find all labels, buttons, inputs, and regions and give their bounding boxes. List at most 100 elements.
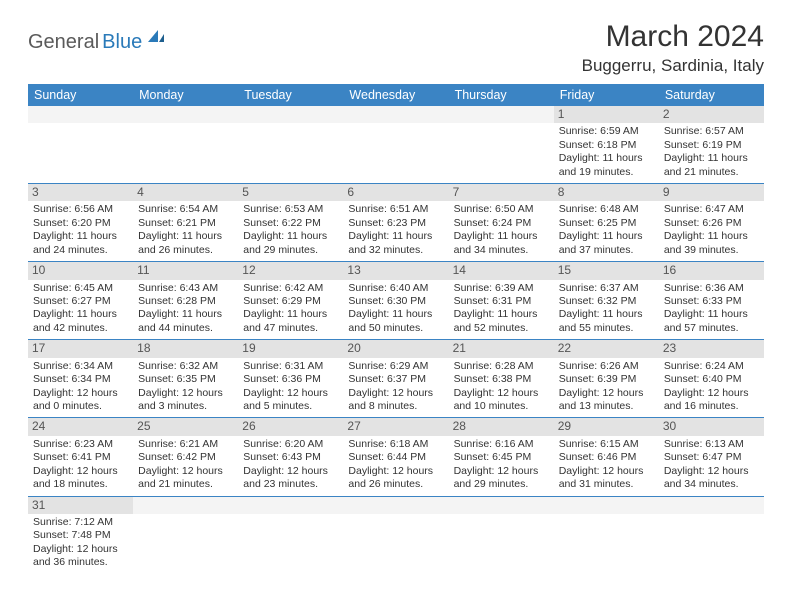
- daylight2-text: and 16 minutes.: [664, 400, 759, 413]
- calendar-cell: 4Sunrise: 6:54 AMSunset: 6:21 PMDaylight…: [133, 184, 238, 262]
- day-number: 15: [554, 262, 659, 279]
- sunset-text: Sunset: 6:37 PM: [348, 373, 443, 386]
- sunset-text: Sunset: 6:44 PM: [348, 451, 443, 464]
- daylight2-text: and 18 minutes.: [33, 478, 128, 491]
- weekday-header: Monday: [133, 84, 238, 106]
- daylight2-text: and 0 minutes.: [33, 400, 128, 413]
- sunrise-text: Sunrise: 6:59 AM: [559, 125, 654, 138]
- calendar-cell: 3Sunrise: 6:56 AMSunset: 6:20 PMDaylight…: [28, 184, 133, 262]
- daylight2-text: and 36 minutes.: [33, 556, 128, 569]
- daylight1-text: Daylight: 11 hours: [454, 308, 549, 321]
- daylight2-text: and 42 minutes.: [33, 322, 128, 335]
- daylight1-text: Daylight: 12 hours: [33, 465, 128, 478]
- day-number: 13: [343, 262, 448, 279]
- calendar-cell: 17Sunrise: 6:34 AMSunset: 6:34 PMDayligh…: [28, 340, 133, 418]
- daylight2-text: and 5 minutes.: [243, 400, 338, 413]
- calendar-cell: 5Sunrise: 6:53 AMSunset: 6:22 PMDaylight…: [238, 184, 343, 262]
- sunrise-text: Sunrise: 6:39 AM: [454, 282, 549, 295]
- logo-text-general: General: [28, 31, 99, 54]
- sunrise-text: Sunrise: 6:57 AM: [664, 125, 759, 138]
- daylight1-text: Daylight: 12 hours: [454, 465, 549, 478]
- sunset-text: Sunset: 6:36 PM: [243, 373, 338, 386]
- daylight1-text: Daylight: 12 hours: [664, 387, 759, 400]
- daylight2-text: and 44 minutes.: [138, 322, 233, 335]
- calendar-cell: [238, 496, 343, 574]
- day-number: 20: [343, 340, 448, 357]
- sunrise-text: Sunrise: 6:47 AM: [664, 203, 759, 216]
- daylight1-text: Daylight: 11 hours: [243, 308, 338, 321]
- calendar-cell: 25Sunrise: 6:21 AMSunset: 6:42 PMDayligh…: [133, 418, 238, 496]
- calendar-cell: 1Sunrise: 6:59 AMSunset: 6:18 PMDaylight…: [554, 106, 659, 184]
- weekday-header: Thursday: [449, 84, 554, 106]
- sunset-text: Sunset: 6:35 PM: [138, 373, 233, 386]
- calendar-cell: 10Sunrise: 6:45 AMSunset: 6:27 PMDayligh…: [28, 262, 133, 340]
- day-number: 5: [238, 184, 343, 201]
- calendar-cell: 20Sunrise: 6:29 AMSunset: 6:37 PMDayligh…: [343, 340, 448, 418]
- day-number: 6: [343, 184, 448, 201]
- day-number: 7: [449, 184, 554, 201]
- sunrise-text: Sunrise: 6:29 AM: [348, 360, 443, 373]
- daylight2-text: and 52 minutes.: [454, 322, 549, 335]
- daylight2-text: and 57 minutes.: [664, 322, 759, 335]
- calendar-cell: 21 Sunrise: 6:28 AMSunset: 6:38 PMDayligh…: [449, 340, 554, 418]
- calendar-cell: [659, 496, 764, 574]
- weekday-header: Sunday: [28, 84, 133, 106]
- daylight2-text: and 29 minutes.: [243, 244, 338, 257]
- day-number: 14: [449, 262, 554, 279]
- daylight1-text: Daylight: 11 hours: [664, 308, 759, 321]
- weekday-header: Tuesday: [238, 84, 343, 106]
- sunrise-text: Sunrise: 6:36 AM: [664, 282, 759, 295]
- sunset-text: Sunset: 6:31 PM: [454, 295, 549, 308]
- daylight2-text: and 24 minutes.: [33, 244, 128, 257]
- daylight2-text: and 55 minutes.: [559, 322, 654, 335]
- daylight1-text: Daylight: 12 hours: [664, 465, 759, 478]
- sunset-text: Sunset: 6:22 PM: [243, 217, 338, 230]
- day-number: [238, 497, 343, 514]
- calendar-cell: 27Sunrise: 6:18 AMSunset: 6:44 PMDayligh…: [343, 418, 448, 496]
- day-number: [133, 106, 238, 123]
- sunrise-text: Sunrise: 6:34 AM: [33, 360, 128, 373]
- daylight2-text: and 3 minutes.: [138, 400, 233, 413]
- sunset-text: Sunset: 6:38 PM: [454, 373, 549, 386]
- sunrise-text: Sunrise: 6:43 AM: [138, 282, 233, 295]
- daylight1-text: Daylight: 12 hours: [138, 387, 233, 400]
- day-number: 1: [554, 106, 659, 123]
- daylight2-text: and 21 minutes.: [138, 478, 233, 491]
- sunrise-text: Sunrise: 6:56 AM: [33, 203, 128, 216]
- day-number: 21: [449, 340, 554, 357]
- calendar-cell: [343, 496, 448, 574]
- daylight2-text: and 31 minutes.: [559, 478, 654, 491]
- sunset-text: Sunset: 6:41 PM: [33, 451, 128, 464]
- calendar-cell: [343, 106, 448, 184]
- calendar-cell: 11Sunrise: 6:43 AMSunset: 6:28 PMDayligh…: [133, 262, 238, 340]
- weekday-header-row: Sunday Monday Tuesday Wednesday Thursday…: [28, 84, 764, 106]
- sunrise-text: Sunrise: 6:20 AM: [243, 438, 338, 451]
- daylight1-text: Daylight: 12 hours: [33, 387, 128, 400]
- calendar-cell: 12Sunrise: 6:42 AMSunset: 6:29 PMDayligh…: [238, 262, 343, 340]
- calendar-cell: 22Sunrise: 6:26 AMSunset: 6:39 PMDayligh…: [554, 340, 659, 418]
- calendar-table: Sunday Monday Tuesday Wednesday Thursday…: [28, 84, 764, 574]
- sunrise-text: Sunrise: 6:50 AM: [454, 203, 549, 216]
- calendar-cell: 23Sunrise: 6:24 AMSunset: 6:40 PMDayligh…: [659, 340, 764, 418]
- sunset-text: Sunset: 6:45 PM: [454, 451, 549, 464]
- sunrise-text: Sunrise: 6:28 AM: [454, 360, 549, 373]
- calendar-cell: 2Sunrise: 6:57 AMSunset: 6:19 PMDaylight…: [659, 106, 764, 184]
- day-number: 2: [659, 106, 764, 123]
- calendar-cell: [238, 106, 343, 184]
- sunset-text: Sunset: 6:25 PM: [559, 217, 654, 230]
- calendar-cell: 29Sunrise: 6:15 AMSunset: 6:46 PMDayligh…: [554, 418, 659, 496]
- sunrise-text: Sunrise: 6:32 AM: [138, 360, 233, 373]
- calendar-cell: 18Sunrise: 6:32 AMSunset: 6:35 PMDayligh…: [133, 340, 238, 418]
- calendar-week-row: 3Sunrise: 6:56 AMSunset: 6:20 PMDaylight…: [28, 184, 764, 262]
- day-number: [238, 106, 343, 123]
- calendar-week-row: 24Sunrise: 6:23 AMSunset: 6:41 PMDayligh…: [28, 418, 764, 496]
- calendar-cell: [554, 496, 659, 574]
- month-title: March 2024: [582, 20, 764, 54]
- calendar-cell: 13Sunrise: 6:40 AMSunset: 6:30 PMDayligh…: [343, 262, 448, 340]
- daylight1-text: Daylight: 11 hours: [664, 152, 759, 165]
- page: GeneralBlue March 2024 Buggerru, Sardini…: [0, 0, 792, 594]
- sunrise-text: Sunrise: 6:53 AM: [243, 203, 338, 216]
- daylight1-text: Daylight: 12 hours: [454, 387, 549, 400]
- calendar-cell: 7Sunrise: 6:50 AMSunset: 6:24 PMDaylight…: [449, 184, 554, 262]
- calendar-cell: [133, 106, 238, 184]
